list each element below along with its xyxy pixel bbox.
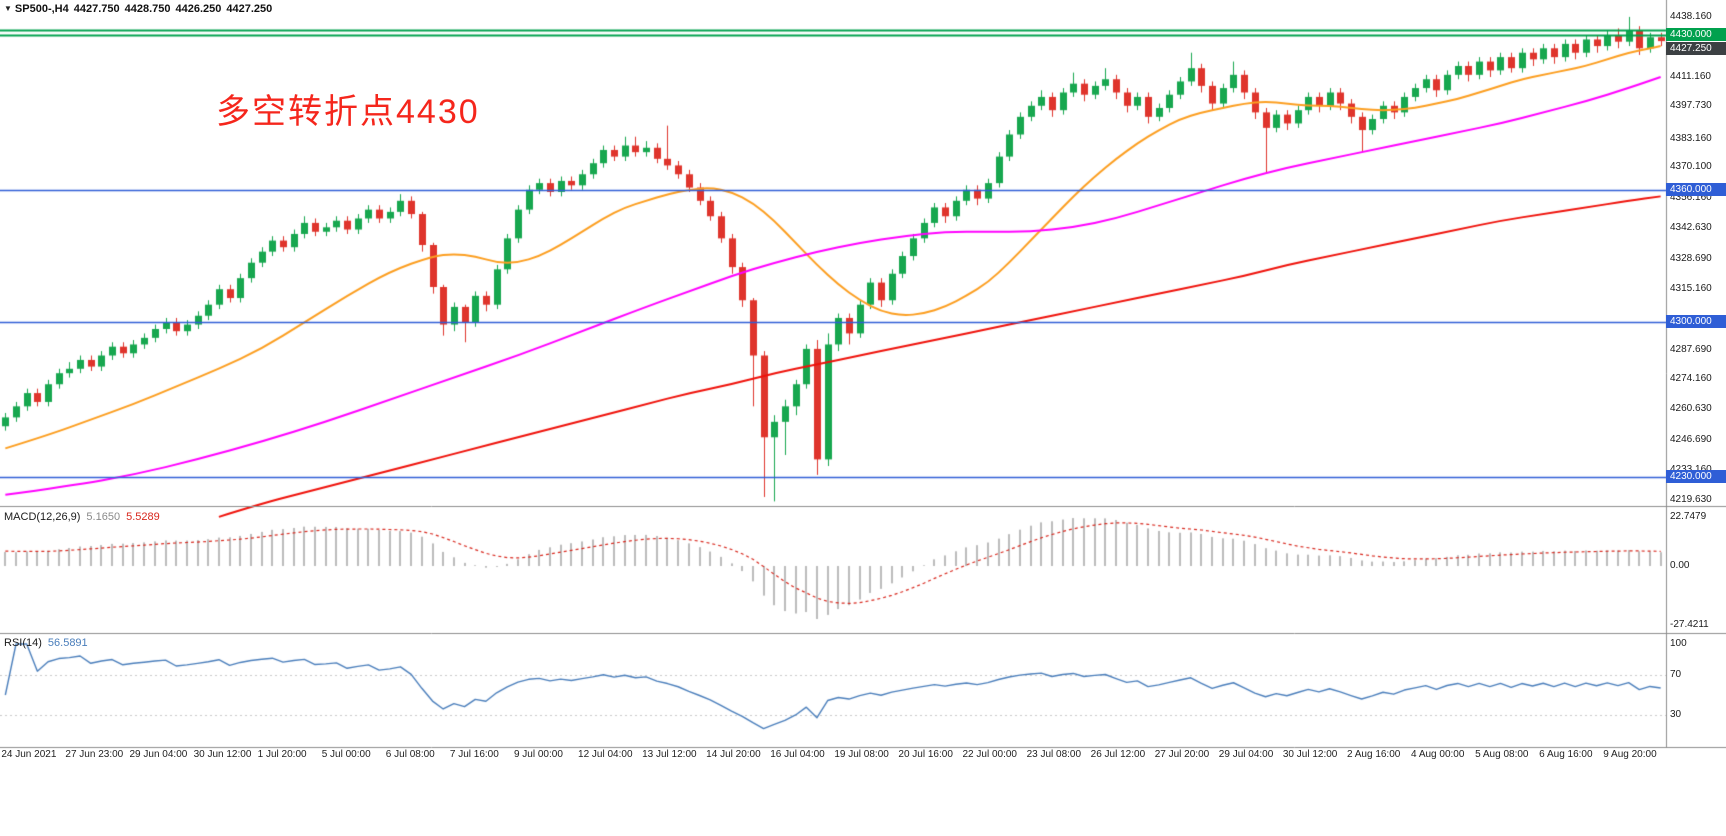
macd-axis-label: 22.7479: [1670, 511, 1707, 522]
price-axis-label: 4356.160: [1670, 192, 1712, 204]
time-axis-label: 16 Jul 04:00: [770, 749, 825, 760]
price-axis-label: 4287.690: [1670, 343, 1712, 355]
price-axis-label: 4342.630: [1670, 222, 1712, 234]
price-level-badge: 4300.000: [1666, 315, 1726, 329]
price-axis-label: 4260.630: [1670, 403, 1712, 415]
chart-annotation: 多空转折点4430: [216, 93, 480, 131]
time-axis-label: 7 Jul 16:00: [449, 749, 499, 760]
time-axis-label: 14 Jul 20:00: [706, 749, 761, 760]
price-level-badge: 4230.000: [1666, 470, 1726, 484]
time-axis-label: 4 Aug 00:00: [1411, 749, 1465, 760]
time-axis-label: 27 Jun 23:00: [65, 749, 124, 760]
time-axis-label: 30 Jul 12:00: [1282, 749, 1338, 760]
price-axis-label: 4246.690: [1670, 434, 1712, 446]
time-axis-label: 19 Jul 08:00: [834, 749, 889, 760]
time-axis-label: 12 Jul 04:00: [578, 749, 633, 760]
ohlc-open: 4427.750: [73, 3, 120, 15]
macd-indicator-label: MACD(12,26,9) 5.1650 5.5289: [4, 511, 160, 523]
rsi-name: RSI(14): [4, 637, 42, 649]
rsi-axis-label: 30: [1670, 709, 1682, 721]
time-axis-label: 9 Aug 20:00: [1603, 749, 1657, 760]
price-level-badge: 4430.000: [1666, 28, 1726, 42]
ohlc-low: 4426.250: [175, 3, 222, 15]
ohlc-close: 4427.250: [226, 3, 273, 15]
price-axis-label: 4233.160: [1670, 464, 1712, 475]
rsi-axis-label: 70: [1670, 668, 1682, 680]
time-axis-label: 23 Jul 08:00: [1026, 749, 1082, 760]
rsi-value: 56.5891: [47, 637, 88, 649]
time-axis: 24 Jun 2021 27 Jun 23:00 29 Jun 04:00 30 Ju…: [0, 749, 1666, 765]
price-axis-label: 4328.690: [1670, 252, 1712, 264]
time-axis-label: 30 Jun 12:00: [193, 749, 252, 760]
time-axis-label: 27 Jul 20:00: [1154, 749, 1210, 760]
symbol-period: SP500-,H4: [14, 3, 69, 15]
time-axis-label: 1 Jul 20:00: [257, 749, 307, 760]
macd-axis-label: 0.00: [1670, 560, 1690, 571]
time-axis-label: 20 Jul 16:00: [898, 749, 953, 760]
time-axis-label: 5 Aug 08:00: [1475, 749, 1529, 760]
macd-main-value: 5.1650: [86, 511, 121, 523]
macd-name: MACD(12,26,9): [4, 511, 81, 523]
symbol-info: ▼ SP500-,H4 4427.750 4428.750 4426.250 4427.2…: [4, 3, 277, 15]
price-axis-label: 4315.160: [1670, 282, 1712, 294]
time-axis-label: 2 Aug 16:00: [1346, 749, 1401, 760]
time-axis-label: 22 Jul 00:00: [962, 749, 1017, 760]
rsi-axis-label: 100: [1670, 638, 1687, 649]
price-axis-label: 4438.160: [1670, 11, 1712, 22]
time-axis-label: 29 Jun 04:00: [129, 749, 188, 760]
time-axis-label: 13 Jul 12:00: [642, 749, 697, 760]
time-axis-label: 9 Jul 00:00: [513, 749, 563, 760]
price-axis-label: 4383.160: [1670, 132, 1712, 144]
price-axis-label: 4397.730: [1670, 100, 1712, 112]
macd-signal-value: 5.5289: [126, 511, 160, 523]
price-axis-label: 4370.100: [1670, 161, 1712, 173]
ohlc-high: 4428.750: [124, 3, 171, 15]
time-axis-label: 6 Aug 16:00: [1539, 749, 1593, 760]
rsi-indicator-label: RSI(14) 56.5891: [4, 637, 88, 649]
macd-axis-label: -27.4211: [1670, 619, 1709, 631]
current-price-badge: 4427.250: [1666, 42, 1726, 56]
price-axis: 4438.160 4411.160 4397.730 4383.160 4370.100…: [1666, 0, 1726, 770]
time-axis-label: 5 Jul 00:00: [321, 749, 371, 760]
symbol-dropdown-icon[interactable]: ▼: [4, 4, 12, 13]
time-axis-label: 24 Jun 2021: [1, 749, 57, 760]
price-axis-label: 4219.630: [1670, 494, 1712, 505]
time-axis-label: 29 Jul 04:00: [1218, 749, 1274, 760]
time-axis-label: 26 Jul 12:00: [1090, 749, 1146, 760]
price-level-badge: 4360.000: [1666, 182, 1726, 196]
time-axis-label: 6 Jul 08:00: [385, 749, 435, 760]
price-axis-label: 4411.160: [1670, 70, 1711, 82]
price-axis-label: 4274.160: [1670, 373, 1712, 385]
